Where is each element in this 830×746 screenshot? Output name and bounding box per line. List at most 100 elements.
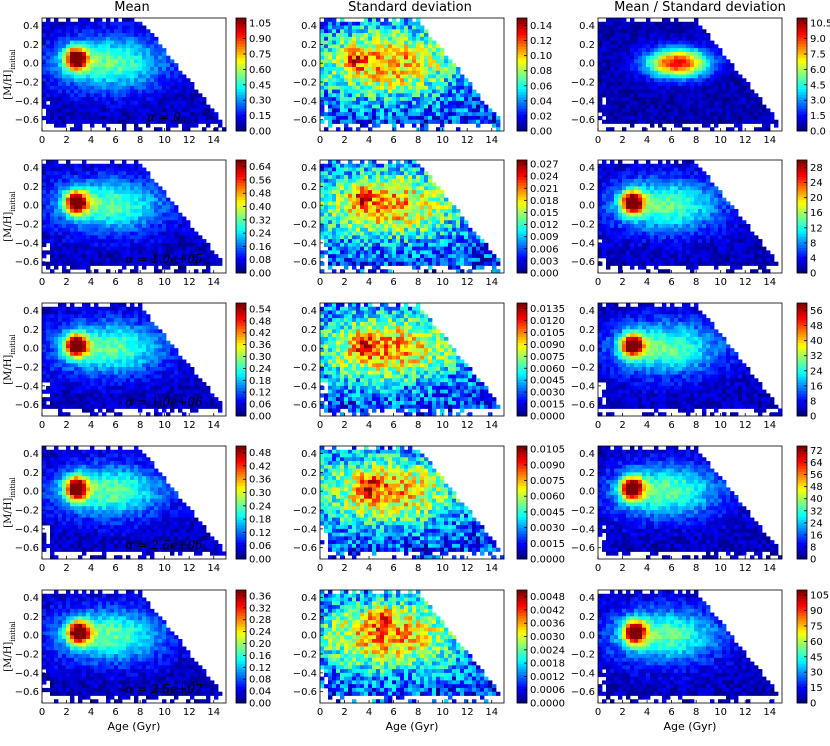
heatmap-cell: [114, 178, 119, 183]
heatmap-cell: [340, 220, 345, 225]
heatmap-cell: [714, 55, 719, 60]
heatmap-cell: [98, 171, 103, 176]
heatmap-cell: [602, 85, 607, 90]
heatmap-cell: [102, 171, 107, 176]
heatmap-cell: [606, 40, 611, 45]
heatmap-cell: [158, 190, 163, 195]
heatmap-cell: [58, 182, 63, 187]
heatmap-cell: [396, 235, 401, 240]
heatmap-cell: [388, 78, 393, 83]
x-tick-label: 8: [137, 277, 143, 288]
heatmap-cell: [364, 201, 369, 206]
heatmap-cell: [324, 63, 329, 68]
heatmap-cell: [690, 63, 695, 68]
heatmap-cell: [58, 66, 63, 72]
heatmap-cell: [348, 201, 353, 206]
heatmap-cell: [186, 78, 191, 83]
heatmap-cell: [666, 89, 671, 94]
heatmap-cell: [396, 21, 401, 26]
heatmap-cell: [376, 89, 381, 94]
heatmap-cell: [634, 85, 639, 90]
heatmap-cell: [146, 239, 151, 244]
heatmap-cell: [78, 190, 83, 195]
heatmap-cell: [142, 265, 147, 270]
heatmap-cell: [384, 231, 389, 236]
heatmap-cell: [602, 112, 607, 117]
heatmap-cell: [50, 197, 55, 202]
x-tick-label: 2: [63, 277, 69, 288]
heatmap-cell: [614, 82, 619, 87]
heatmap-cell: [388, 82, 393, 87]
heatmap-cell: [142, 112, 147, 117]
heatmap-cell: [70, 190, 75, 195]
heatmap-cell: [368, 216, 373, 221]
heatmap-cell: [162, 70, 167, 75]
heatmap-cell: [114, 216, 119, 221]
heatmap-cell: [412, 163, 417, 168]
heatmap-cell: [742, 89, 747, 94]
heatmap-cell: [66, 257, 71, 263]
heatmap-cell: [392, 182, 397, 187]
heatmap-cell: [420, 100, 425, 106]
heatmap-cell: [340, 48, 345, 53]
heatmap-cell: [142, 63, 147, 68]
heatmap-cell: [368, 193, 373, 199]
heatmap-cell: [130, 235, 135, 240]
heatmap-cell: [392, 171, 397, 176]
heatmap-cell: [606, 63, 611, 68]
heatmap-cell: [46, 36, 51, 41]
heatmap-cell: [412, 261, 417, 266]
heatmap-cell: [408, 261, 413, 266]
heatmap-cell: [146, 89, 151, 94]
heatmap-cell: [392, 205, 397, 210]
heatmap-cell: [626, 44, 631, 49]
heatmap-cell: [122, 112, 127, 117]
heatmap-cell: [348, 97, 353, 102]
heatmap-cell: [146, 178, 151, 183]
heatmap-cell: [404, 100, 409, 106]
heatmap-cell: [332, 163, 337, 168]
heatmap-cell: [662, 18, 667, 23]
heatmap-cell: [78, 216, 83, 221]
colorbar-segment: [517, 32, 527, 36]
heatmap-cell: [110, 21, 115, 26]
heatmap-cell: [190, 82, 195, 87]
heatmap-cell: [66, 163, 71, 168]
colorbar-tick-label: 0.56: [249, 175, 271, 186]
heatmap-cell: [130, 108, 135, 113]
heatmap-cell: [356, 29, 361, 34]
heatmap-cell: [90, 257, 95, 263]
heatmap-cell: [328, 160, 333, 165]
heatmap-cell: [158, 261, 163, 266]
heatmap-cell: [746, 115, 751, 121]
heatmap-cell: [388, 74, 393, 79]
heatmap-cell: [682, 36, 687, 41]
heatmap-cell: [602, 63, 607, 68]
heatmap-cell: [440, 63, 445, 68]
heatmap-cell: [722, 55, 727, 60]
heatmap-cell: [634, 48, 639, 53]
heatmap-cell: [388, 216, 393, 221]
heatmap-cell: [634, 21, 639, 26]
heatmap-cell: [730, 112, 735, 117]
heatmap-cell: [198, 254, 203, 259]
heatmap-cell: [62, 239, 67, 244]
heatmap-cell: [444, 82, 449, 87]
heatmap-cell: [416, 93, 421, 98]
heatmap-cell: [130, 104, 135, 109]
heatmap-cell: [130, 182, 135, 187]
heatmap-cell: [162, 66, 167, 72]
heatmap-cell: [666, 21, 671, 26]
heatmap-cell: [690, 108, 695, 113]
heatmap-cell: [380, 171, 385, 176]
heatmap-cell: [328, 250, 333, 255]
heatmap-cell: [110, 227, 115, 232]
heatmap-cell: [70, 40, 75, 45]
heatmap-cell: [364, 82, 369, 87]
colorbar-segment: [236, 94, 246, 98]
heatmap-cell: [166, 216, 171, 221]
heatmap-cell: [134, 231, 139, 236]
heatmap-cell: [690, 119, 695, 124]
heatmap-cell: [670, 51, 675, 57]
heatmap-cell: [610, 70, 615, 75]
